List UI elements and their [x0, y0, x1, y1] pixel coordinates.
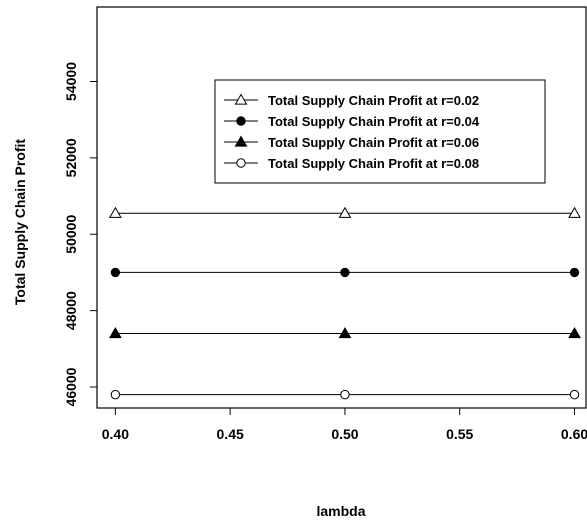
legend-label: Total Supply Chain Profit at r=0.02 — [268, 93, 479, 108]
data-point — [110, 389, 121, 400]
legend-marker — [236, 116, 246, 126]
legend-marker — [234, 135, 248, 147]
legend-marker — [234, 93, 248, 105]
y-tick-label: 48000 — [63, 291, 79, 330]
data-point — [340, 267, 350, 278]
legend: Total Supply Chain Profit at r=0.02 Total… — [214, 79, 546, 184]
series-4 — [110, 389, 580, 400]
series-1 — [109, 206, 581, 218]
legend-label: Total Supply Chain Profit at r=0.06 — [268, 135, 479, 150]
data-point — [340, 389, 350, 400]
y-tick-label: 46000 — [63, 367, 79, 406]
series-2 — [110, 267, 580, 278]
y-tick-label: 50000 — [63, 215, 79, 254]
x-axis: 0.40 0.45 0.50 0.55 0.60 — [102, 408, 587, 442]
x-tick-label: 0.55 — [446, 426, 473, 442]
y-tick-label: 54000 — [63, 62, 79, 101]
x-tick-label: 0.40 — [102, 426, 129, 442]
data-point — [109, 206, 122, 218]
x-tick-label: 0.50 — [331, 426, 358, 442]
legend-marker — [236, 158, 246, 168]
y-axis-title: Total Supply Chain Profit — [12, 139, 28, 306]
legend-box — [214, 79, 546, 184]
data-point — [338, 206, 352, 218]
data-point — [568, 206, 581, 218]
legend-label: Total Supply Chain Profit at r=0.08 — [268, 156, 479, 171]
data-point — [569, 389, 580, 400]
data-point — [568, 327, 581, 339]
series-layer — [109, 206, 581, 400]
data-point — [109, 327, 122, 339]
series-3 — [109, 327, 581, 339]
plot-area-frame — [96, 6, 587, 409]
y-tick-label: 52000 — [63, 138, 79, 177]
y-axis: 46000 48000 50000 52000 54000 — [63, 62, 97, 406]
x-tick-label: 0.60 — [561, 426, 587, 442]
x-tick-label: 0.45 — [217, 426, 244, 442]
data-point — [338, 327, 352, 339]
data-point — [569, 267, 580, 278]
legend-label: Total Supply Chain Profit at r=0.04 — [268, 114, 480, 129]
data-point — [110, 267, 121, 278]
x-axis-title: lambda — [316, 503, 365, 519]
